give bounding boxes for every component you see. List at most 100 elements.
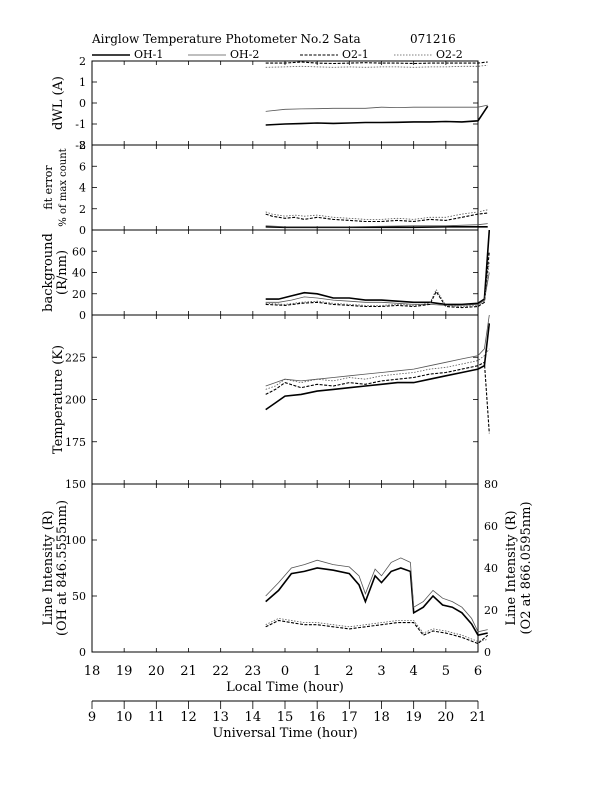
legend-label: O2-2: [436, 48, 463, 61]
local-time-axis-label: Local Time (hour): [226, 680, 344, 695]
y-tick-label: 150: [65, 478, 86, 491]
y-axis-label-2: % of max count: [58, 148, 69, 226]
local-time-tick-label: 6: [474, 664, 482, 679]
universal-time-tick-label: 10: [116, 710, 133, 725]
y-tick-label: 2: [79, 203, 86, 216]
chart-title: Airglow Temperature Photometer No.2 Sata: [91, 32, 361, 46]
y-axis-label: background: [41, 233, 56, 312]
local-time-tick-label: 5: [442, 664, 450, 679]
panel-3: 60 40 20 0 background (R/nm): [41, 229, 490, 322]
series-oh-2-line: [265, 223, 488, 228]
panel-1: 2 1 0 -1 -2 dWL (A): [51, 55, 489, 152]
y-tick-label: 0: [79, 646, 86, 659]
y-tick-label: 0: [79, 97, 86, 110]
series-oh-2-line: [265, 557, 488, 633]
universal-time-axis-label: Universal Time (hour): [212, 726, 357, 741]
y-tick-label: 0: [79, 224, 86, 237]
y-tick-label: 225: [65, 351, 86, 364]
series-o2-2-line: [265, 64, 488, 68]
y-tick-label: 8: [79, 139, 86, 152]
y-right-tick-label: 60: [484, 520, 498, 533]
series-o2-1-line: [265, 361, 490, 434]
universal-time-tick-label: 12: [180, 710, 197, 725]
universal-time-tick-label: 15: [277, 710, 294, 725]
series-o2-1-line: [265, 61, 488, 65]
universal-time-tick-label: 19: [405, 710, 422, 725]
series-o2-2-line: [265, 348, 490, 390]
local-time-tick-label: 21: [180, 664, 197, 679]
universal-time-tick-label: 21: [470, 710, 487, 725]
y-tick-label: 175: [65, 436, 86, 449]
local-time-tick-label: 22: [212, 664, 229, 679]
universal-time-tick-label: 18: [373, 710, 390, 725]
series-oh-2-line: [265, 314, 490, 387]
y-tick-label: 50: [72, 590, 86, 603]
y-axis-label-2: (OH at 846.5555nm): [55, 500, 70, 636]
panel-2: 8 6 4 2 0 fit error% of max count: [42, 139, 488, 237]
series-o2-1-line: [265, 251, 490, 309]
y-tick-label: 60: [72, 245, 86, 258]
panel-frame: [91, 144, 479, 231]
series-o2-2-line: [265, 209, 488, 220]
legend-label: O2-1: [342, 48, 369, 61]
universal-time-tick-label: 17: [341, 710, 358, 725]
local-time-tick-label: 0: [281, 664, 289, 679]
y-tick-label: 6: [79, 160, 86, 173]
local-time-tick-label: 3: [377, 664, 385, 679]
universal-time-tick-label: 14: [245, 710, 262, 725]
y-tick-label: -1: [75, 118, 86, 131]
y-right-axis-label: Line Intensity (R): [504, 510, 519, 625]
universal-time-tick-label: 16: [309, 710, 326, 725]
y-tick-label: 0: [79, 309, 86, 322]
y-right-tick-label: 20: [484, 604, 498, 617]
y-axis-label: fit error: [42, 165, 55, 210]
universal-time-tick-label: 11: [148, 710, 165, 725]
local-time-tick-label: 18: [84, 664, 101, 679]
y-tick-label: -2: [75, 139, 86, 152]
y-right-axis-label-2: (O2 at 866.0595nm): [519, 501, 534, 634]
series-oh-1-line: [265, 229, 490, 306]
series-oh-1-line: [265, 226, 488, 229]
y-tick-label: 20: [72, 288, 86, 301]
y-axis-label: Line Intensity (R): [41, 510, 56, 625]
universal-time-tick-label: 20: [438, 710, 455, 725]
panel-frame: [91, 483, 479, 653]
y-tick-label: 100: [65, 534, 86, 547]
series-o2-1-line: [265, 212, 488, 223]
legend: OH-1 OH-2 O2-1 O2-2: [92, 48, 463, 61]
universal-time-tick-label: 13: [212, 710, 229, 725]
panel-frame: [91, 60, 479, 146]
series-o2-2-line: [265, 617, 488, 642]
y-axis-label-2: (R/nm): [55, 250, 70, 295]
local-time-tick-label: 20: [148, 664, 165, 679]
local-time-tick-label: 23: [245, 664, 262, 679]
series-o2-2-line: [265, 261, 490, 307]
local-time-tick-label: 2: [345, 664, 353, 679]
series-oh-1-line: [265, 323, 490, 411]
y-tick-label: 1: [79, 76, 86, 89]
y-right-tick-label: 80: [484, 478, 498, 491]
y-right-tick-label: 0: [484, 646, 491, 659]
local-time-tick-label: 4: [410, 664, 418, 679]
date-code: 071216: [410, 32, 456, 46]
series-oh-2-line: [265, 104, 488, 112]
series-oh-1-line: [265, 567, 488, 637]
y-axis-label: Temperature (K): [51, 345, 66, 454]
y-tick-label: 200: [65, 394, 86, 407]
legend-label: OH-2: [230, 48, 259, 61]
y-tick-label: 4: [79, 182, 86, 195]
legend-label: OH-1: [134, 48, 163, 61]
series-oh-2-line: [265, 272, 490, 306]
y-right-tick-label: 40: [484, 562, 498, 575]
series-o2-1-line: [265, 619, 489, 645]
local-time-tick-label: 1: [313, 664, 321, 679]
panel-frame: [91, 314, 479, 485]
y-tick-label: 2: [79, 55, 86, 68]
y-tick-label: 40: [72, 267, 86, 280]
local-time-tick-label: 19: [116, 664, 133, 679]
